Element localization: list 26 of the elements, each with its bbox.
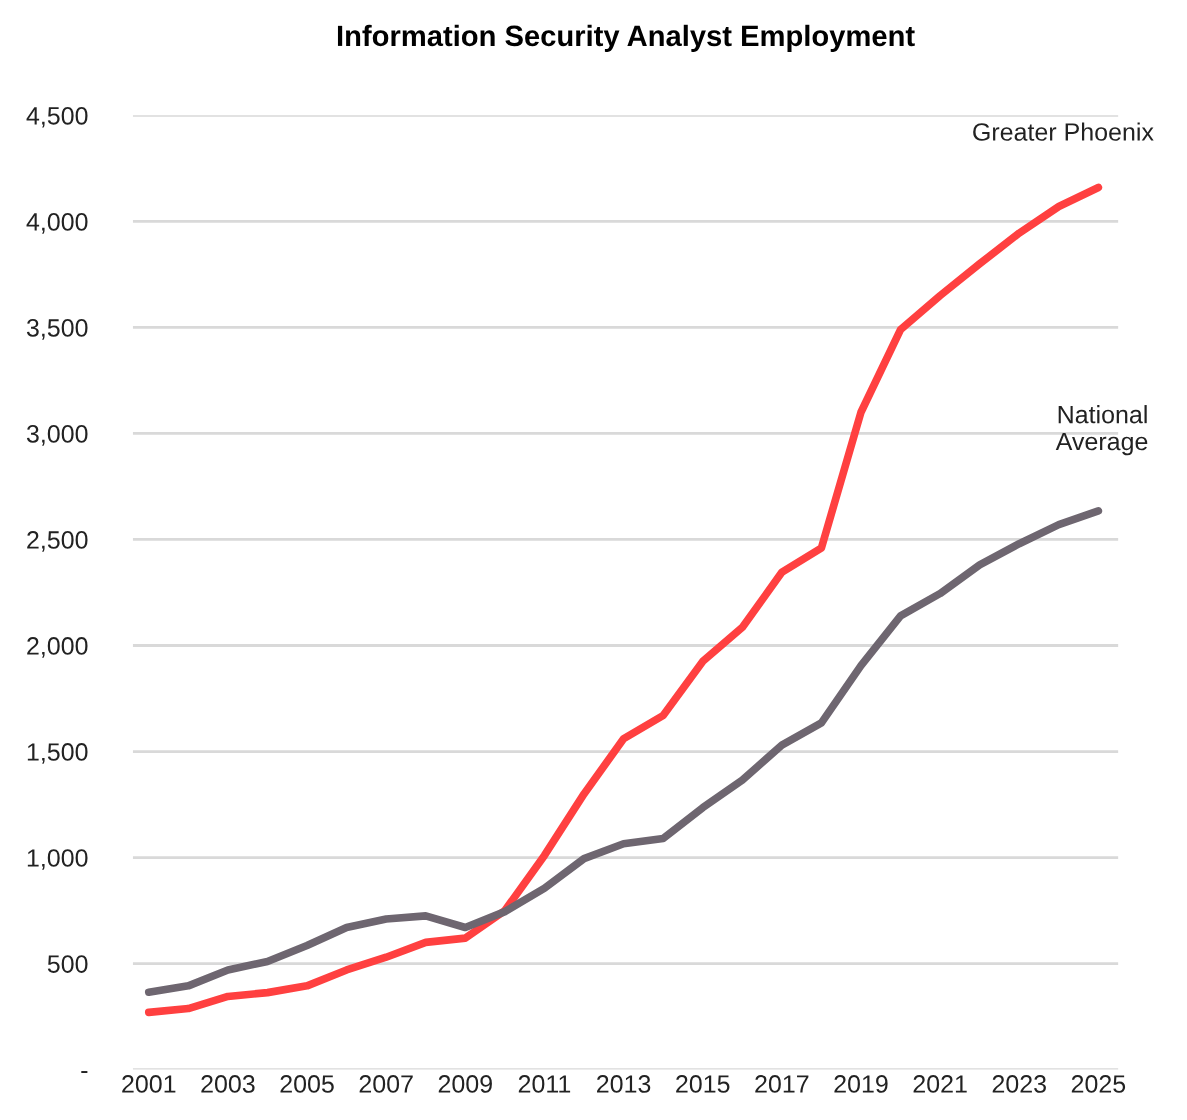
x-tick-label: 2013 bbox=[597, 1075, 651, 1093]
x-tick-label: 2001 bbox=[122, 1075, 176, 1093]
x-tick-label: 2021 bbox=[913, 1075, 967, 1093]
y-tick-label: 4,000 bbox=[26, 212, 88, 234]
y-tick-label: 1,000 bbox=[27, 849, 88, 870]
x-tick-label: 2023 bbox=[992, 1075, 1046, 1093]
text: Greater Phoenix bbox=[973, 122, 1154, 141]
y-tick-label: 2,500 bbox=[27, 531, 88, 552]
y-tick-label: 500 bbox=[47, 955, 88, 973]
chart-title: Information Security Analyst Employment bbox=[337, 24, 915, 52]
y-tick-label: 3,500 bbox=[26, 319, 88, 340]
text: National Average bbox=[1055, 405, 1148, 456]
x-tick-label: 2017 bbox=[755, 1075, 809, 1093]
x-tick-label: 2003 bbox=[201, 1075, 255, 1093]
y-tick-label: 4,500 bbox=[26, 106, 88, 128]
x-tick-label: 2025 bbox=[1071, 1075, 1126, 1093]
y-tick-label: 3,000 bbox=[26, 425, 88, 446]
x-tick-label: 2009 bbox=[438, 1075, 492, 1093]
x-tick-label: 2015 bbox=[676, 1075, 730, 1093]
x-tick-label: 2005 bbox=[280, 1075, 334, 1093]
x-tick-label: 2019 bbox=[834, 1075, 888, 1093]
x-tick-label: 2011 bbox=[518, 1075, 571, 1093]
y-tick-label: - bbox=[81, 1071, 88, 1073]
y-tick-label: 1,500 bbox=[27, 743, 88, 764]
y-tick-label: 2,000 bbox=[27, 637, 88, 658]
x-tick-label: 2007 bbox=[359, 1075, 413, 1093]
